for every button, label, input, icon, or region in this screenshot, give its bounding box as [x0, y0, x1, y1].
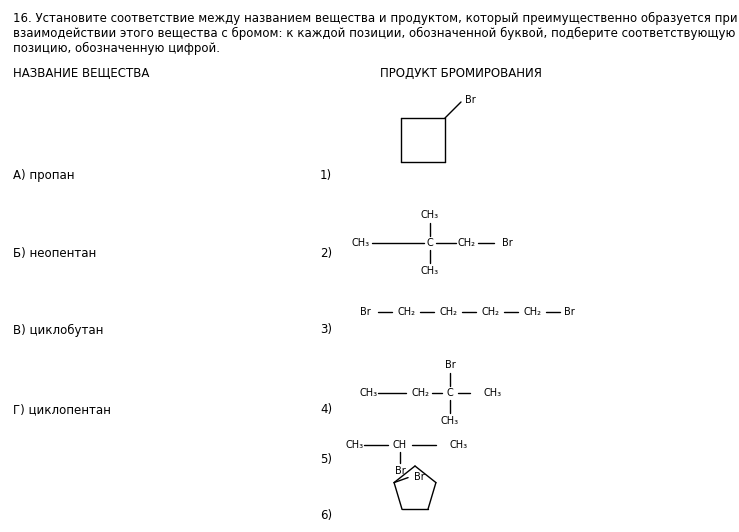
Text: CH₃: CH₃: [352, 238, 370, 248]
Text: НАЗВАНИЕ ВЕЩЕСТВА: НАЗВАНИЕ ВЕЩЕСТВА: [13, 66, 149, 79]
Text: C: C: [426, 238, 433, 248]
Text: CH₃: CH₃: [360, 388, 378, 398]
Text: CH₃: CH₃: [441, 416, 459, 426]
Text: CH₂: CH₂: [411, 388, 429, 398]
Text: 16. Установите соответствие между названием вещества и продуктом, который преиму: 16. Установите соответствие между назван…: [13, 12, 738, 55]
Text: CH₂: CH₂: [481, 307, 499, 317]
Text: Br: Br: [502, 238, 513, 248]
Text: 2): 2): [320, 246, 332, 260]
Text: 1): 1): [320, 169, 332, 181]
Text: Б) неопентан: Б) неопентан: [13, 246, 96, 260]
Text: C: C: [446, 388, 453, 398]
Text: Br: Br: [445, 360, 455, 370]
Text: CH₃: CH₃: [421, 210, 439, 220]
Text: CH₃: CH₃: [421, 266, 439, 276]
Text: 4): 4): [320, 403, 332, 417]
Text: 6): 6): [320, 509, 332, 521]
Text: CH₂: CH₂: [457, 238, 475, 248]
Text: В) циклобутан: В) циклобутан: [13, 323, 103, 337]
Text: Br: Br: [465, 95, 476, 105]
Text: Br: Br: [414, 471, 425, 481]
Text: CH₃: CH₃: [484, 388, 502, 398]
Text: 3): 3): [320, 323, 332, 337]
Text: А) пропан: А) пропан: [13, 169, 75, 181]
Text: CH: CH: [393, 440, 407, 450]
Text: CH₃: CH₃: [346, 440, 364, 450]
Text: ПРОДУКТ БРОМИРОВАНИЯ: ПРОДУКТ БРОМИРОВАНИЯ: [380, 66, 542, 79]
Text: Г) циклопентан: Г) циклопентан: [13, 403, 111, 417]
Text: CH₂: CH₂: [397, 307, 415, 317]
Text: CH₂: CH₂: [523, 307, 541, 317]
Text: Br: Br: [564, 307, 575, 317]
Text: Br: Br: [360, 307, 371, 317]
Text: 5): 5): [320, 453, 332, 467]
Text: CH₂: CH₂: [439, 307, 457, 317]
Text: Br: Br: [395, 466, 406, 476]
Text: CH₃: CH₃: [450, 440, 468, 450]
